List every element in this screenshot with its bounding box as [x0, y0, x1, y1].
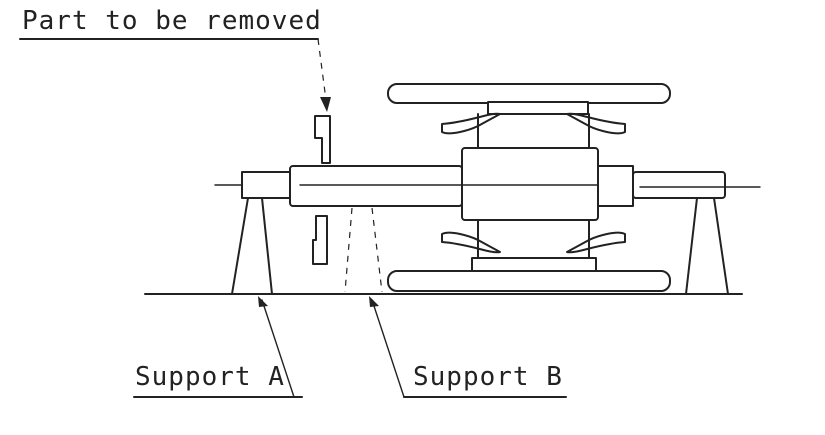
- support-right: [685, 197, 729, 295]
- bottom-plate: [387, 270, 671, 292]
- upper-stems: [477, 113, 590, 149]
- shaft-right-end: [632, 171, 726, 199]
- support-a-leader: [261, 299, 295, 398]
- top-plate: [387, 83, 671, 104]
- support-b-dash-right: [371, 207, 383, 293]
- removed-part-upper: [314, 115, 331, 164]
- center-drum: [461, 147, 599, 221]
- support-b-dash-left: [344, 207, 353, 293]
- shaft-right-collar: [597, 165, 634, 207]
- part-to-be-removed-label: Part to be removed: [22, 6, 322, 36]
- part-leader-arrowhead: [320, 97, 331, 112]
- support-a-arrowhead: [258, 296, 268, 307]
- support-b-label: Support B: [413, 362, 563, 392]
- support-b-arrowhead: [369, 296, 379, 307]
- upper-arm-left: [441, 112, 501, 135]
- lower-arm-right: [566, 231, 626, 254]
- shaft-left-end: [241, 171, 291, 199]
- bottom-plate-pad: [471, 257, 597, 273]
- support-b-leader: [371, 299, 405, 398]
- support-a-label: Support A: [135, 362, 285, 392]
- top-plate-pad: [487, 101, 589, 115]
- removed-part-lower: [312, 215, 328, 265]
- support-a: [231, 197, 273, 295]
- lower-arm-left: [441, 231, 501, 254]
- upper-arm-right: [566, 112, 626, 135]
- part-leader-line: [317, 38, 327, 101]
- shaft-left-section: [289, 165, 463, 207]
